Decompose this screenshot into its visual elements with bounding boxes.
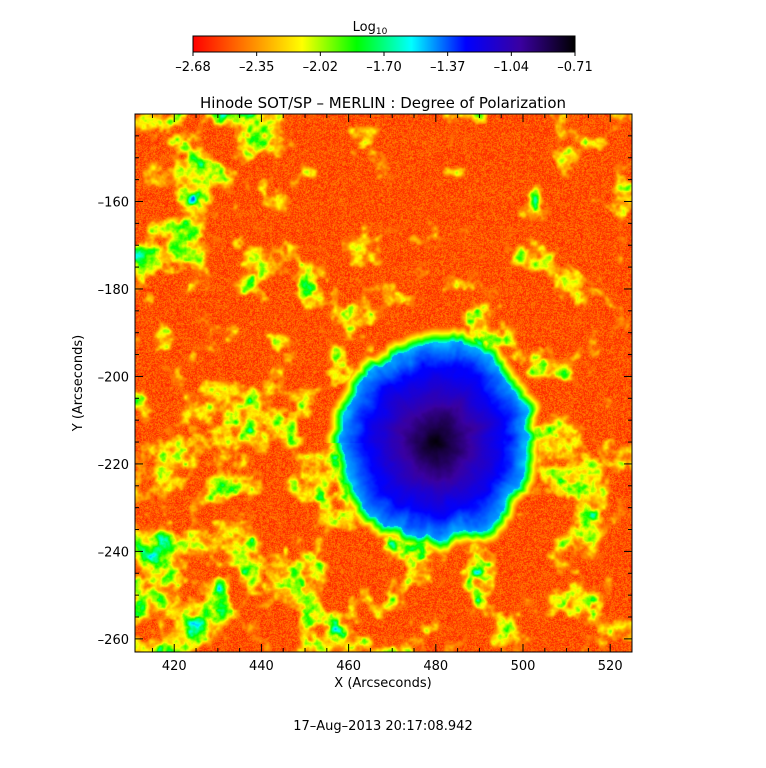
colorbar-label-subscript: 10 (376, 27, 388, 37)
y-tick-label: –260 (98, 633, 129, 648)
y-axis: –160 –180 –200 –220 –240 –260 (98, 113, 632, 648)
y-tick-label: –240 (98, 545, 129, 560)
x-tick-label: 520 (598, 659, 623, 674)
y-tick-label: –200 (98, 370, 129, 385)
y-tick-label: –180 (98, 283, 129, 298)
colorbar: Log10 –2.68 –2.35 –2.02 –1.70 –1.37 –1.04 –0.7… (175, 20, 592, 75)
colorbar-ticks: –2.68 –2.35 –2.02 –1.70 –1.37 –1.04 –0.71 (175, 52, 593, 75)
colorbar-tick-label: –2.35 (239, 60, 274, 75)
colorbar-tick-label: –1.70 (366, 60, 401, 75)
x-tick-label: 420 (162, 659, 187, 674)
colorbar-gradient (192, 35, 576, 53)
colorbar-label: Log10 (353, 20, 388, 37)
x-tick-label: 440 (249, 659, 274, 674)
y-tick-label: –160 (98, 195, 129, 210)
chart-title: Hinode SOT/SP – MERLIN : Degree of Polar… (200, 94, 566, 112)
y-axis-label: Y (Arcseconds) (71, 335, 86, 432)
x-tick-label: 480 (423, 659, 448, 674)
plot-frame (134, 113, 633, 653)
colorbar-tick-label: –2.68 (175, 60, 210, 75)
timestamp: 17–Aug–2013 20:17:08.942 (293, 719, 472, 734)
colorbar-tick-label: –0.71 (557, 60, 592, 75)
x-axis: 420 440 460 480 500 520 (151, 114, 633, 674)
y-tick-label: –220 (98, 458, 129, 473)
x-tick-label: 500 (511, 659, 536, 674)
colorbar-tick-label: –2.02 (303, 60, 338, 75)
colorbar-tick-label: –1.37 (430, 60, 465, 75)
x-axis-label: X (Arcseconds) (334, 676, 431, 691)
heatmap-area (134, 113, 633, 653)
x-tick-label: 460 (336, 659, 361, 674)
colorbar-tick-label: –1.04 (494, 60, 529, 75)
heatmap-image (135, 114, 632, 652)
